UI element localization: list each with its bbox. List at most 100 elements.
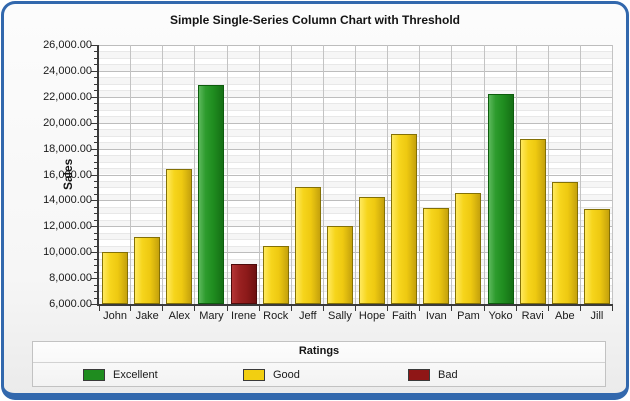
y-gridline-minor xyxy=(99,232,613,234)
grid-band xyxy=(99,219,613,227)
y-tick-label: 6,000.00 xyxy=(49,298,92,310)
y-tick-label: 12,000.00 xyxy=(43,220,92,233)
y-gridline-minor xyxy=(99,239,613,241)
x-tick xyxy=(547,306,549,311)
y-gridline-major xyxy=(99,148,613,150)
y-gridline-major xyxy=(99,252,613,254)
bar-faith xyxy=(391,133,418,304)
y-tick-minor xyxy=(94,57,97,59)
y-gridline-minor xyxy=(99,155,613,157)
y-gridline-minor xyxy=(99,206,613,208)
y-gridline-minor xyxy=(99,135,613,137)
bar-sally xyxy=(326,226,353,304)
y-gridline-minor xyxy=(99,90,613,92)
y-gridline-minor xyxy=(99,245,613,247)
grid-band xyxy=(99,64,613,71)
legend-box: Ratings Excellent Good Bad xyxy=(32,341,606,387)
y-tick-minor xyxy=(94,206,97,208)
y-gridline-minor xyxy=(99,271,613,273)
y-gridline-minor xyxy=(99,64,613,66)
legend-title: Ratings xyxy=(298,345,340,357)
y-tick-major xyxy=(91,122,97,124)
y-tick-label: 20,000.00 xyxy=(43,116,92,129)
y-gridline-major xyxy=(99,122,613,124)
x-label-faith: Faith xyxy=(391,310,417,322)
y-tick-minor xyxy=(94,77,97,79)
x-label-sally: Sally xyxy=(328,310,352,322)
y-tick-minor xyxy=(94,83,97,85)
y-tick-minor xyxy=(94,193,97,195)
x-gridline xyxy=(355,45,356,304)
x-label-pam: Pam xyxy=(457,310,480,322)
y-gridline-minor xyxy=(99,284,613,286)
y-tick-major xyxy=(91,304,97,305)
x-tick xyxy=(483,306,485,311)
x-gridline xyxy=(258,45,260,304)
y-tick-minor xyxy=(94,103,97,105)
y-gridline-minor xyxy=(99,116,613,118)
x-label-ivan: Ivan xyxy=(425,310,447,322)
x-gridline xyxy=(322,45,324,304)
legend-entry-label: Good xyxy=(273,368,300,381)
y-gridline-minor xyxy=(99,258,613,260)
x-gridline xyxy=(612,45,613,304)
y-gridline-minor xyxy=(99,142,613,144)
y-gridline-minor xyxy=(99,297,613,299)
y-tick-minor xyxy=(94,232,97,234)
y-gridline-minor xyxy=(99,219,613,221)
bar-hope xyxy=(359,196,386,304)
y-tick-label: 22,000.00 xyxy=(43,90,92,103)
x-tick xyxy=(162,306,164,311)
grid-band xyxy=(99,193,613,201)
bar-alex xyxy=(166,169,193,304)
bar-jake xyxy=(134,236,161,304)
x-label-yoko: Yoko xyxy=(488,310,513,322)
x-tick xyxy=(419,306,421,311)
y-gridline-minor xyxy=(99,161,613,163)
legend-entry-label: Excellent xyxy=(113,368,158,381)
grid-band xyxy=(99,271,613,279)
x-label-irene: Irene xyxy=(231,310,257,322)
y-gridline-minor xyxy=(99,57,613,59)
y-tick-minor xyxy=(94,116,97,118)
y-tick-minor xyxy=(94,135,97,137)
legend-swatch-excellent xyxy=(83,368,105,381)
x-tick xyxy=(515,306,517,311)
y-gridline-minor xyxy=(99,77,613,79)
y-tick-label: 16,000.00 xyxy=(43,168,92,181)
y-gridline-minor xyxy=(99,265,613,267)
bar-abe xyxy=(551,182,578,304)
bar-rock xyxy=(262,246,289,304)
y-tick-minor xyxy=(94,271,97,273)
x-tick xyxy=(579,306,581,311)
grid-band xyxy=(99,103,613,110)
x-tick xyxy=(99,306,100,311)
x-tick xyxy=(322,306,324,311)
x-gridline xyxy=(290,45,292,304)
y-gridline-major xyxy=(99,70,613,72)
grid-band xyxy=(99,297,613,304)
y-tick-minor xyxy=(94,219,97,221)
y-tick-major xyxy=(91,278,97,280)
y-gridline-minor xyxy=(99,83,613,85)
y-tick-major xyxy=(91,252,97,254)
x-tick xyxy=(451,306,453,311)
legend-entry-good: Good xyxy=(243,363,300,386)
x-gridline xyxy=(547,45,549,304)
x-tick xyxy=(355,306,356,311)
y-tick-minor xyxy=(94,64,97,66)
x-gridline xyxy=(515,45,517,304)
y-tick-major xyxy=(91,174,97,176)
grid-band xyxy=(99,232,613,240)
bar-john xyxy=(102,252,129,304)
y-tick-minor xyxy=(94,187,97,189)
x-tick xyxy=(194,306,196,311)
legend-entry-label: Bad xyxy=(438,368,458,381)
y-gridline-major xyxy=(99,226,613,228)
x-gridline xyxy=(194,45,196,304)
y-gridline-minor xyxy=(99,180,613,182)
y-tick-minor xyxy=(94,239,97,241)
bar-ivan xyxy=(423,208,450,304)
